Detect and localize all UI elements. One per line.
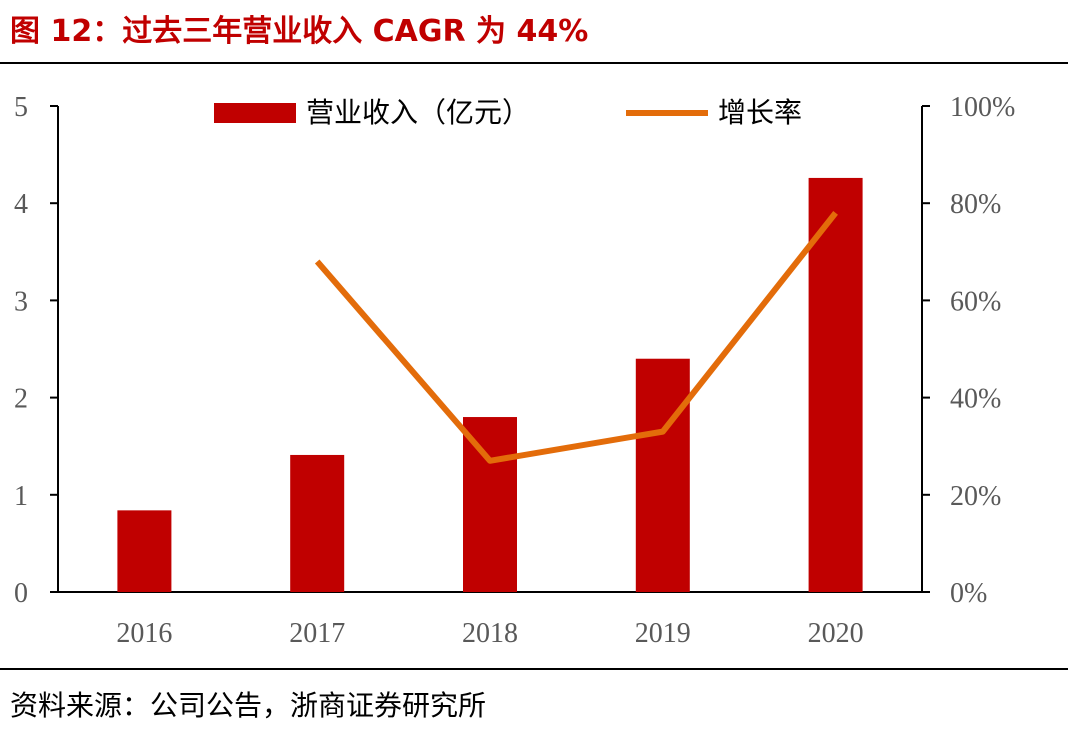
bar-revenue-2016 — [117, 510, 172, 592]
bar-revenue-2017 — [290, 454, 345, 592]
right-tick-label: 80% — [950, 189, 1001, 220]
right-tick-label: 0% — [950, 578, 987, 609]
x-tick-label: 2016 — [116, 618, 172, 649]
right-tick-label: 20% — [950, 481, 1001, 512]
x-tick-label: 2020 — [808, 618, 864, 649]
tick-labels-layer: 0 1 2 3 4 5 0% 20% 40% 60% 80% 100% 2016 2017 2018 2019… — [14, 92, 1015, 649]
legend-bar-swatch — [214, 103, 296, 123]
left-tick-label: 4 — [14, 189, 28, 220]
left-tick-label: 1 — [14, 481, 28, 512]
bar-revenue-2018 — [463, 417, 517, 592]
left-tick-label: 3 — [14, 286, 28, 317]
source-note: 资料来源：公司公告，浙商证券研究所 — [10, 689, 487, 722]
bar-revenue-2020 — [808, 177, 863, 593]
x-tick-label: 2017 — [289, 618, 345, 649]
right-tick-label: 100% — [950, 92, 1015, 123]
left-tick-label: 5 — [14, 92, 28, 123]
legend-line-label: 增长率 — [718, 96, 802, 129]
right-tick-label: 60% — [950, 286, 1001, 317]
figure-title: 图 12：过去三年营业收入 CAGR 为 44% — [10, 14, 589, 49]
left-tick-label: 2 — [14, 384, 28, 415]
right-tick-label: 40% — [950, 384, 1001, 415]
line-layer — [314, 211, 838, 464]
bar-revenue-2019 — [635, 358, 690, 592]
x-tick-label: 2018 — [462, 618, 518, 649]
left-tick-label: 0 — [14, 578, 28, 609]
bars-layer — [117, 177, 863, 593]
legend: 营业收入（亿元） 增长率 — [214, 96, 802, 129]
title-divider — [0, 62, 1068, 64]
source-divider — [0, 668, 1068, 670]
x-tick-label: 2019 — [635, 618, 691, 649]
legend-bar-label: 营业收入（亿元） — [306, 96, 530, 129]
growth-rate-line — [314, 211, 838, 464]
